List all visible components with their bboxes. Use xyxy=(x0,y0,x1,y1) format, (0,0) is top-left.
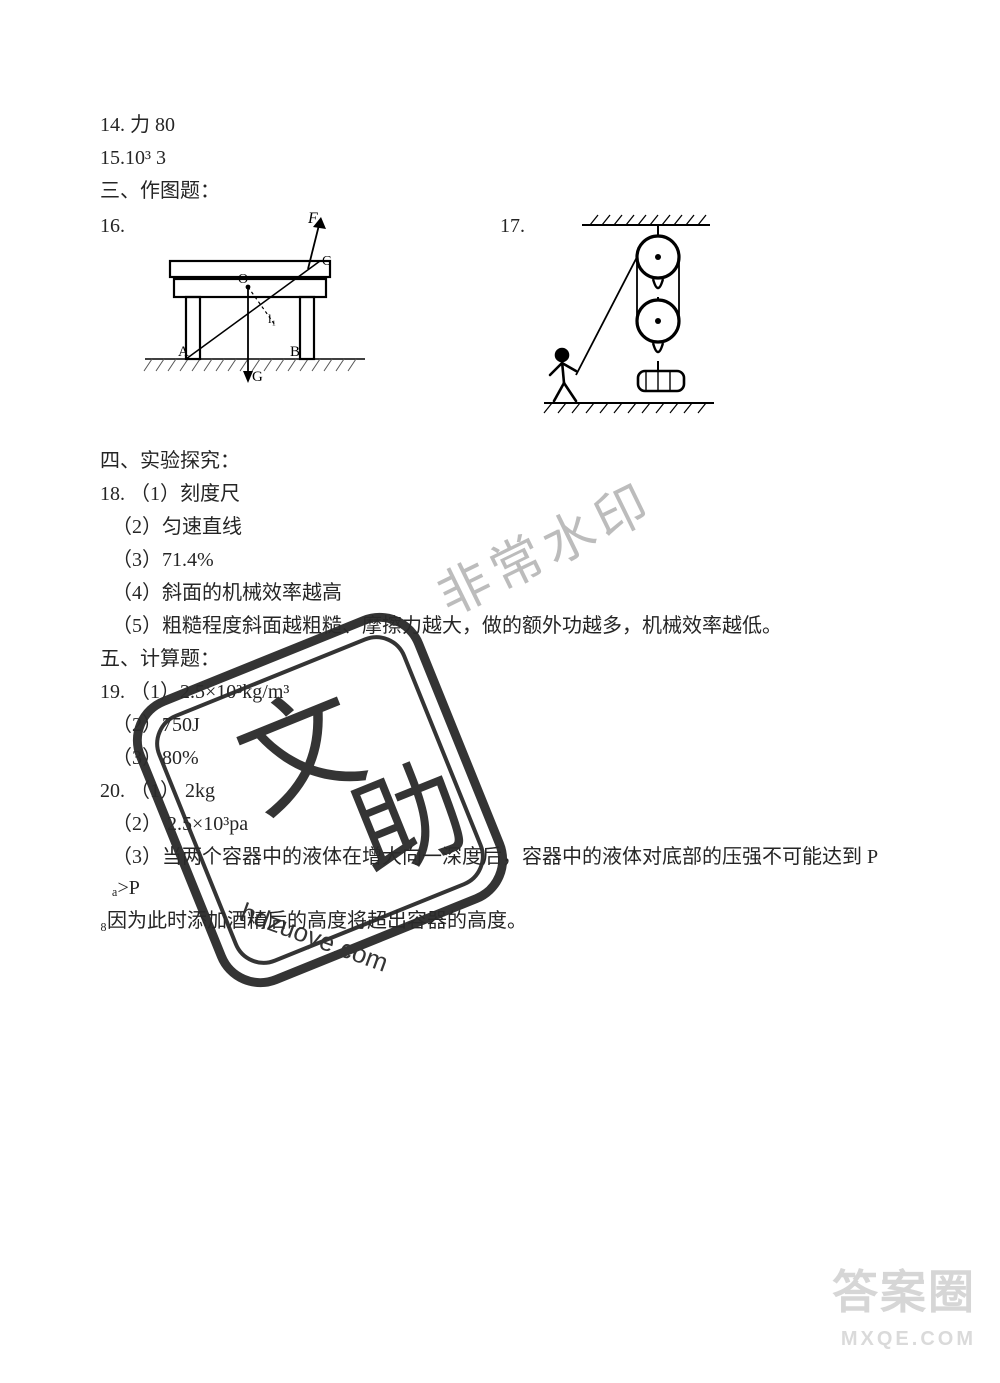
q20-2: （2） 2.5×10³pa xyxy=(100,809,910,840)
page-root: 14. 力 80 15.10³ 3 三、作图题： 16. xyxy=(0,0,1000,1383)
q20-1: 20. （1） 2kg xyxy=(100,776,910,807)
q19-2: （2）750J xyxy=(100,710,910,741)
line-14a: 14. 力 80 xyxy=(100,110,910,141)
label-l1: l₁ xyxy=(268,311,276,326)
drawings-row: 16. xyxy=(100,211,910,426)
q17-number: 17. xyxy=(500,211,540,242)
label-F: F xyxy=(307,211,318,227)
pulley-diagram-icon xyxy=(540,211,720,426)
section-3-title: 三、作图题： xyxy=(100,176,910,207)
q18-4: （4）斜面的机械效率越高 xyxy=(100,578,910,609)
figure-16: 16. xyxy=(100,211,370,386)
q19-3: （3）80% xyxy=(100,743,910,774)
label-O: O xyxy=(238,272,248,287)
q20-3b: ₈因为此时添加酒精后的高度将超出容器的高度。 xyxy=(100,906,910,937)
section-4-title: 四、实验探究： xyxy=(100,446,910,477)
q19-1: 19. （1）2.5×10³kg/m³ xyxy=(100,677,910,708)
q18-5: （5）粗糙程度斜面越粗糙、摩擦力越大，做的额外功越多，机械效率越低。 xyxy=(100,611,910,642)
q18-3: （3）71.4% xyxy=(100,545,910,576)
label-C: C xyxy=(322,254,331,269)
section-5-title: 五、计算题： xyxy=(100,644,910,675)
label-G: G xyxy=(252,369,263,385)
footer-watermark: 答案圈 MXQE.COM xyxy=(832,1257,976,1355)
label-B: B xyxy=(290,344,300,360)
footer-cn: 答案圈 xyxy=(832,1257,976,1328)
q18-2: （2）匀速直线 xyxy=(100,512,910,543)
line-14b: 15.10³ 3 xyxy=(100,143,910,174)
q20-3a: （3）当两个容器中的液体在增大向一深度后，容器中的液体对底部的压强不可能达到 P… xyxy=(100,842,910,904)
footer-en: MXQE.COM xyxy=(832,1324,976,1355)
q18-1: 18. （1）刻度尺 xyxy=(100,479,910,510)
figure-17: 17. xyxy=(500,211,720,426)
table-force-diagram-icon: A B O G C F l₁ xyxy=(140,211,370,386)
q16-number: 16. xyxy=(100,211,140,242)
